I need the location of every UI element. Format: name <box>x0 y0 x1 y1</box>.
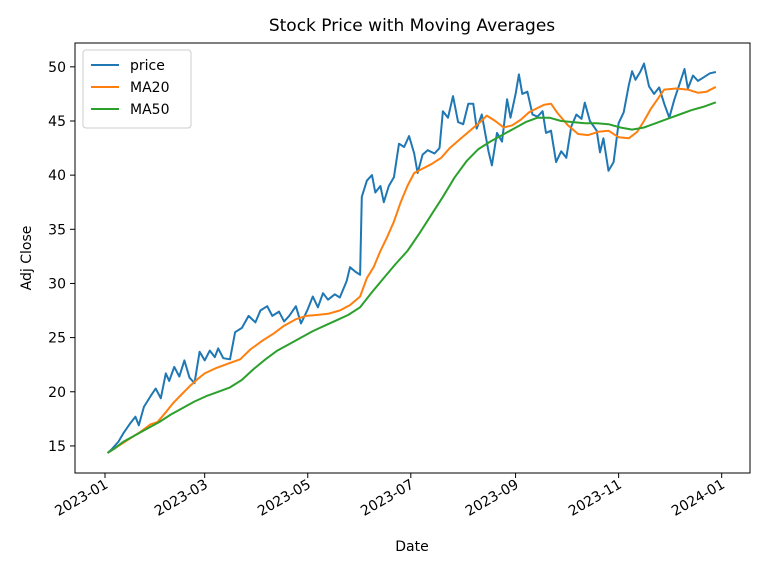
x-axis-title: Date <box>395 539 428 555</box>
plot-frame <box>74 42 751 474</box>
y-tick-label: 25 <box>48 331 66 347</box>
legend-label-ma50: MA50 <box>130 102 169 118</box>
x-tick-label: 2023-09 <box>463 477 522 520</box>
y-tick-label: 35 <box>48 222 66 238</box>
legend-label-price: price <box>130 58 165 74</box>
y-tick-label: 15 <box>48 439 66 455</box>
x-tick-label: 2023-01 <box>52 477 111 520</box>
y-tick-label: 30 <box>48 276 66 292</box>
x-tick-label: 2024-01 <box>669 477 728 520</box>
y-tick-label: 45 <box>48 114 66 130</box>
x-tick-label: 2023-07 <box>358 477 417 520</box>
y-tick-label: 50 <box>48 60 66 76</box>
legend-label-ma20: MA20 <box>130 80 169 96</box>
x-axis: 2023-01 2023-03 2023-05 2023-07 2023-09 2023-… <box>52 473 728 520</box>
legend: price MA20 MA50 <box>82 49 192 129</box>
x-tick-label: 2023-05 <box>255 477 314 520</box>
series-layer <box>106 62 717 454</box>
x-tick-label: 2023-11 <box>566 477 625 520</box>
series-line-ma50 <box>107 101 717 454</box>
series-line-ma20 <box>107 86 717 454</box>
chart-title: Stock Price with Moving Averages <box>269 16 555 36</box>
x-tick-label: 2023-03 <box>152 477 211 520</box>
y-tick-label: 40 <box>48 168 66 184</box>
y-axis: 15 20 25 30 35 40 45 50 <box>48 60 75 455</box>
y-tick-label: 20 <box>48 385 66 401</box>
y-axis-title: Adj Close <box>19 226 35 291</box>
